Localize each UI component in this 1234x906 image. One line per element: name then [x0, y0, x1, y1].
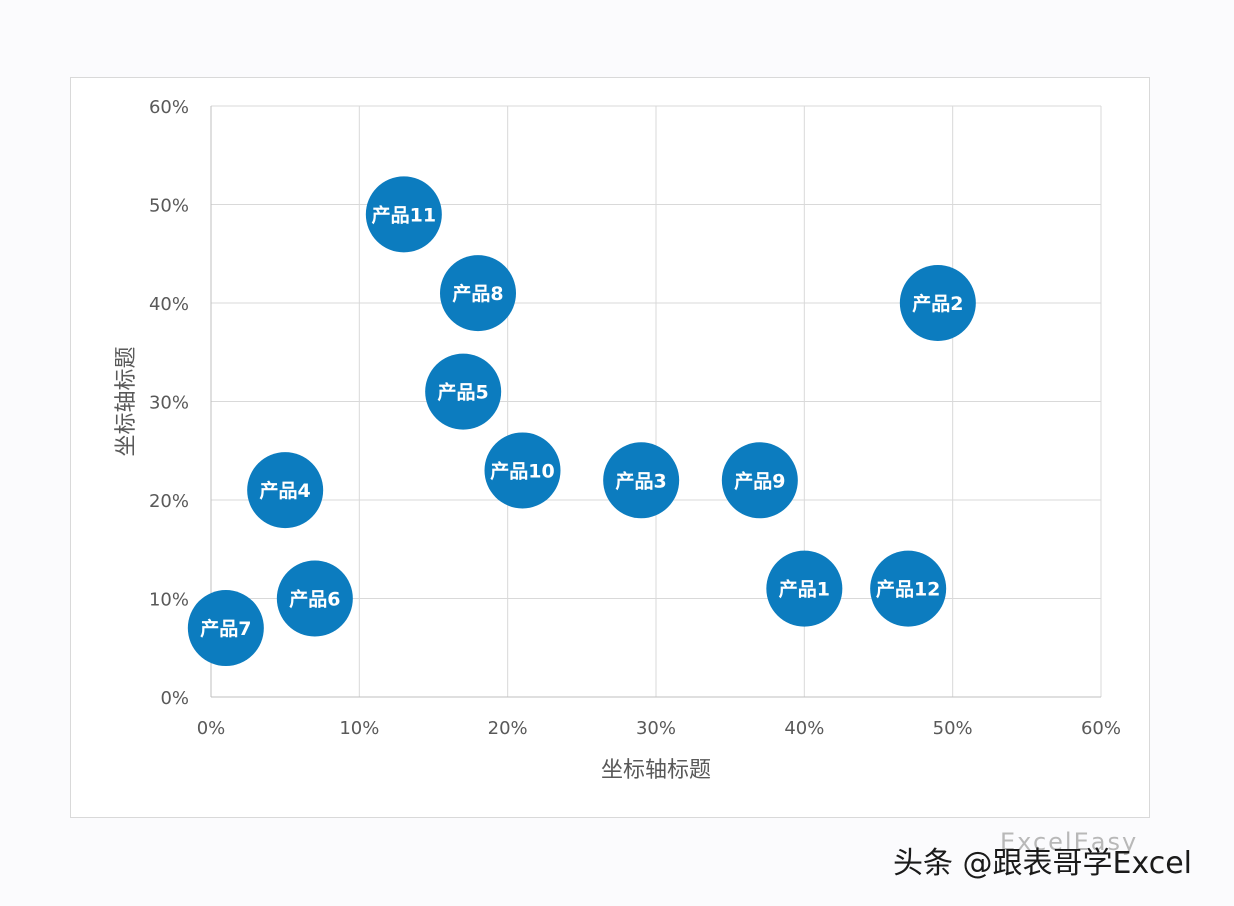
bubble-chart: 0% 10% 20% 30% 40% 50% 60% 0% 10% 20% 30% 40% 50% 60%…	[114, 97, 1121, 783]
watermark-faint: ExcelEasy	[1000, 828, 1139, 856]
bubble-label: 产品7	[200, 617, 251, 640]
bubble-point	[870, 550, 947, 627]
bubble-point	[721, 442, 798, 519]
x-tick-label: 0%	[197, 718, 226, 739]
x-tick-label: 40%	[784, 718, 824, 739]
watermark: 头条 @跟表哥学Excel	[893, 846, 1193, 881]
bubble-label: 产品10	[490, 459, 554, 482]
bubble-label: 产品8	[452, 282, 503, 305]
bubble-label: 产品4	[260, 479, 311, 502]
bubble-point	[766, 550, 843, 627]
chart-area: 0% 10% 20% 30% 40% 50% 60% 0% 10% 20% 30% 40% 50% 60%…	[70, 77, 1150, 818]
bubble-label: 产品1	[779, 578, 830, 601]
x-tick-label: 30%	[636, 718, 676, 739]
y-tick-label: 50%	[149, 196, 189, 217]
y-tick-label: 10%	[149, 590, 189, 611]
y-tick-label: 40%	[149, 294, 189, 315]
y-tick-label: 0%	[160, 688, 189, 709]
x-axis-title: 坐标轴标题	[601, 758, 711, 783]
bubble-label: 产品6	[289, 588, 340, 611]
bubble-label: 产品12	[876, 578, 940, 601]
bubble-point	[440, 255, 516, 332]
bubble-point	[247, 452, 324, 529]
bubble-point	[899, 265, 976, 341]
x-tick-label: 10%	[339, 718, 379, 739]
y-tick-label: 60%	[149, 97, 189, 118]
bubble-point	[603, 442, 680, 519]
x-tick-label: 60%	[1081, 718, 1121, 739]
bubble-point	[276, 560, 353, 637]
bubble-label: 产品2	[912, 292, 963, 315]
x-tick-label: 50%	[933, 718, 973, 739]
bubble-point	[425, 353, 502, 430]
bubble-point	[365, 176, 442, 253]
x-tick-label: 20%	[488, 718, 528, 739]
bubble-label: 产品3	[616, 469, 667, 492]
bubble-label: 产品11	[372, 203, 436, 226]
y-tick-label: 30%	[149, 393, 189, 414]
bubble-label: 产品9	[734, 469, 785, 492]
bubble-label: 产品5	[438, 381, 489, 404]
y-tick-label: 20%	[149, 491, 189, 512]
bubble-point	[187, 590, 264, 667]
bubble-point	[484, 432, 561, 509]
y-axis-title: 坐标轴标题	[114, 346, 139, 456]
